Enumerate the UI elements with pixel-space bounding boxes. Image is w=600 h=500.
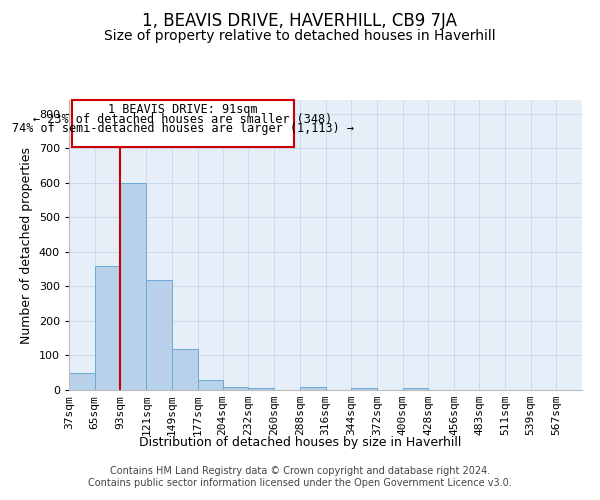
Bar (403, 388, 428, 390)
Bar (69, 372, 95, 390)
Text: 74% of semi-detached houses are larger (1,113) →: 74% of semi-detached houses are larger (… (12, 122, 354, 136)
Bar (146, 280, 172, 390)
Text: Size of property relative to detached houses in Haverhill: Size of property relative to detached ho… (104, 29, 496, 43)
Text: 1 BEAVIS DRIVE: 91sqm: 1 BEAVIS DRIVE: 91sqm (108, 104, 258, 117)
Text: 1, BEAVIS DRIVE, HAVERHILL, CB9 7JA: 1, BEAVIS DRIVE, HAVERHILL, CB9 7JA (143, 12, 458, 30)
Bar (351, 388, 377, 390)
Y-axis label: Number of detached properties: Number of detached properties (20, 146, 33, 344)
Bar (248, 388, 274, 390)
Bar (121, 183, 146, 390)
Bar (198, 380, 223, 390)
Bar (300, 386, 325, 390)
Text: Distribution of detached houses by size in Haverhill: Distribution of detached houses by size … (139, 436, 461, 449)
FancyBboxPatch shape (72, 100, 294, 146)
Text: Contains HM Land Registry data © Crown copyright and database right 2024.
Contai: Contains HM Land Registry data © Crown c… (88, 466, 512, 487)
Bar (172, 348, 198, 390)
Bar (95, 266, 121, 390)
Text: ← 23% of detached houses are smaller (348): ← 23% of detached houses are smaller (34… (34, 113, 332, 126)
Bar (223, 386, 248, 390)
